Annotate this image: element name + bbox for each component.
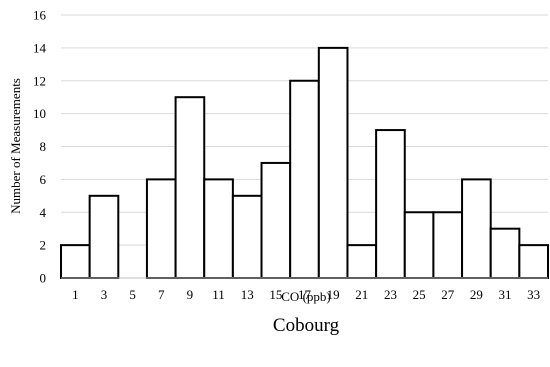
bar bbox=[289, 79, 320, 279]
bar bbox=[346, 244, 378, 279]
bar bbox=[375, 129, 406, 279]
x-tick-label: 5 bbox=[129, 287, 136, 302]
bar bbox=[432, 211, 464, 279]
bar bbox=[260, 161, 292, 279]
x-tick-label: 23 bbox=[384, 287, 397, 302]
y-tick-label: 4 bbox=[40, 205, 47, 220]
x-tick-label: 33 bbox=[527, 287, 540, 302]
bar bbox=[174, 96, 206, 279]
x-tick-label: 7 bbox=[158, 287, 165, 302]
y-tick-label: 2 bbox=[40, 238, 47, 253]
y-tick-label: 12 bbox=[33, 73, 46, 88]
y-tick-label: 10 bbox=[33, 106, 46, 121]
bar bbox=[518, 244, 550, 279]
x-axis-label: CO (ppb) bbox=[281, 289, 330, 304]
y-tick-label: 14 bbox=[33, 40, 47, 55]
x-tick-label: 11 bbox=[212, 287, 225, 302]
y-axis-label: Number of Measurements bbox=[8, 78, 23, 214]
x-tick-label: 1 bbox=[72, 287, 79, 302]
bar bbox=[88, 194, 120, 279]
x-tick-label: 25 bbox=[413, 287, 426, 302]
bar bbox=[461, 178, 492, 279]
x-tick-label: 17 bbox=[298, 287, 312, 302]
y-tick-label: 16 bbox=[33, 8, 47, 23]
bar bbox=[203, 178, 234, 279]
x-tick-label: 3 bbox=[101, 287, 108, 302]
x-tick-label: 29 bbox=[470, 287, 483, 302]
bar bbox=[60, 244, 91, 279]
x-tick-label: 15 bbox=[269, 287, 282, 302]
bar bbox=[403, 211, 435, 279]
x-tick-label: 9 bbox=[187, 287, 194, 302]
bar bbox=[231, 194, 263, 279]
x-tick-label: 19 bbox=[327, 287, 340, 302]
y-tick-label: 6 bbox=[40, 172, 47, 187]
y-tick-labels: 0 2 4 6 8 10 12 14 16 bbox=[33, 8, 47, 286]
y-tick-label: 8 bbox=[40, 139, 47, 154]
x-tick-label: 21 bbox=[355, 287, 368, 302]
x-tick-label: 13 bbox=[241, 287, 254, 302]
x-tick-label: 31 bbox=[499, 287, 512, 302]
bar bbox=[489, 227, 521, 279]
y-tick-label: 0 bbox=[40, 271, 47, 286]
x-tick-label: 27 bbox=[441, 287, 455, 302]
chart-title: Cobourg bbox=[273, 315, 340, 336]
bar bbox=[145, 178, 177, 279]
bar bbox=[317, 46, 349, 279]
bars bbox=[60, 46, 550, 279]
x-tick-labels: 1 3 5 7 9 11 13 15 17 19 21 23 25 27 29 31 33 bbox=[72, 287, 540, 302]
